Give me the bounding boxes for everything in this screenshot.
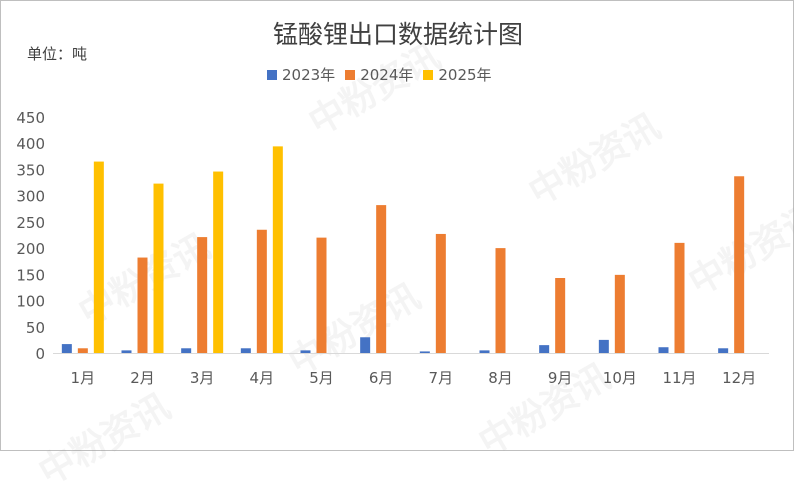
bar-2023年-4月 <box>240 348 251 353</box>
bar-2023年-2月 <box>121 350 132 353</box>
y-tick-label: 350 <box>16 161 45 179</box>
y-tick-label: 200 <box>16 240 45 258</box>
bar-2024年-10月 <box>614 274 625 353</box>
bar-2025年-3月 <box>213 171 224 353</box>
bar-2023年-10月 <box>598 339 609 353</box>
legend-label-2025: 2025年 <box>438 66 492 84</box>
bar-2024年-3月 <box>197 237 208 353</box>
bar-2023年-8月 <box>479 350 490 353</box>
bar-2025年-2月 <box>153 183 164 353</box>
legend-label-2023: 2023年 <box>282 66 336 84</box>
bar-2023年-3月 <box>181 348 192 353</box>
legend-swatch-2023 <box>267 69 277 80</box>
legend-label-2024: 2024年 <box>360 66 414 84</box>
y-tick-label: 50 <box>26 319 45 337</box>
bar-2025年-4月 <box>272 146 283 353</box>
y-tick-label: 0 <box>35 345 45 363</box>
bar-2023年-9月 <box>539 345 550 353</box>
y-tick-label: 450 <box>16 109 45 127</box>
x-tick-label: 12月 <box>722 369 756 387</box>
bar-2024年-5月 <box>316 237 327 353</box>
x-tick-label: 2月 <box>130 369 155 387</box>
x-tick-label: 4月 <box>250 369 275 387</box>
bar-2024年-1月 <box>77 348 88 353</box>
bar-2023年-7月 <box>419 351 430 353</box>
legend-swatch-2024 <box>345 69 356 80</box>
bar-2023年-12月 <box>718 348 729 353</box>
y-tick-label: 100 <box>16 293 45 311</box>
chart-title: 锰酸锂出口数据统计图 <box>272 20 523 49</box>
x-tick-label: 3月 <box>190 369 215 387</box>
bar-2024年-8月 <box>495 248 506 353</box>
bar-2024年-12月 <box>734 176 745 353</box>
y-tick-label: 150 <box>16 266 45 284</box>
bar-2024年-4月 <box>256 229 267 353</box>
legend: 2023年 2024年 2025年 <box>267 64 492 85</box>
x-tick-label: 5月 <box>309 369 334 387</box>
bar-2023年-6月 <box>360 337 371 353</box>
x-tick-label: 10月 <box>603 369 637 387</box>
y-tick-label: 250 <box>16 214 45 232</box>
bar-2023年-1月 <box>61 344 72 353</box>
x-tick-label: 8月 <box>488 369 513 387</box>
bar-2024年-9月 <box>555 278 566 353</box>
y-tick-label: 300 <box>16 188 45 206</box>
legend-item-2025: 2025年 <box>423 64 492 85</box>
y-tick-label: 400 <box>16 135 45 153</box>
bar-2023年-5月 <box>300 350 311 353</box>
x-tick-label: 9月 <box>548 369 573 387</box>
bar-2024年-7月 <box>435 233 446 353</box>
bar-2024年-11月 <box>674 242 685 353</box>
legend-swatch-2025 <box>423 69 434 80</box>
x-tick-label: 7月 <box>429 369 454 387</box>
bar-2025年-1月 <box>93 161 104 353</box>
bar-2024年-2月 <box>137 257 148 353</box>
bar-2023年-11月 <box>658 347 669 353</box>
x-tick-label: 11月 <box>662 369 696 387</box>
plot-area: 0 50 100 150 200 250 300 350 400 450 1月 2月 3月 4月 5月 6月 7… <box>16 109 769 387</box>
legend-item-2024: 2024年 <box>345 64 413 85</box>
legend-item-2023: 2023年 <box>267 64 335 85</box>
unit-label: 单位：吨 <box>27 45 88 63</box>
x-tick-label: 1月 <box>71 369 96 387</box>
x-tick-label: 6月 <box>369 369 394 387</box>
bar-2024年-6月 <box>376 205 387 353</box>
